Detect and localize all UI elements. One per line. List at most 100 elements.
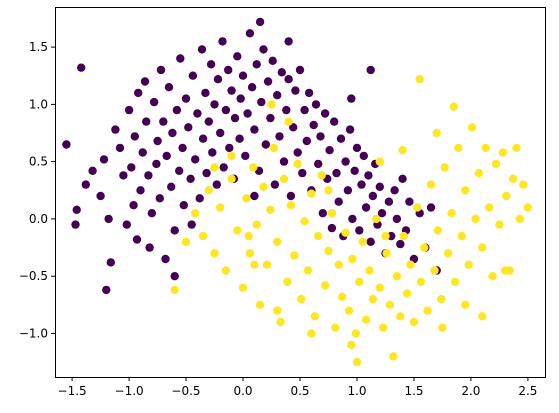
scatter-point xyxy=(289,123,298,132)
scatter-point xyxy=(230,113,240,123)
scatter-point xyxy=(317,171,326,180)
scatter-point xyxy=(204,117,213,126)
scatter-point xyxy=(72,205,81,214)
scatter-point xyxy=(314,231,323,241)
scatter-point xyxy=(145,243,154,252)
scatter-point xyxy=(144,171,153,180)
scatter-point xyxy=(156,65,166,75)
scatter-point xyxy=(241,151,250,161)
scatter-point xyxy=(250,260,259,269)
y-tick-label: 0.5 xyxy=(29,155,48,169)
x-tick-label: 0.0 xyxy=(233,384,252,398)
scatter-point xyxy=(221,105,231,115)
scatter-point xyxy=(210,249,219,258)
scatter-point xyxy=(273,306,282,315)
scatter-point xyxy=(269,143,278,153)
scatter-point xyxy=(212,180,221,189)
scatter-point xyxy=(300,105,309,115)
scatter-point xyxy=(502,191,511,201)
scatter-point xyxy=(124,105,134,115)
scatter-point xyxy=(361,203,371,212)
scatter-point xyxy=(464,260,473,269)
scatter-point xyxy=(457,231,466,241)
scatter-point xyxy=(324,186,333,195)
scatter-point xyxy=(252,60,261,69)
scatter-point xyxy=(324,246,333,256)
scatter-point xyxy=(259,182,268,191)
scatter-point xyxy=(181,94,191,103)
scatter-point xyxy=(327,209,337,218)
scatter-point xyxy=(238,71,248,80)
scatter-point xyxy=(366,65,375,75)
scatter-point xyxy=(270,180,280,189)
scatter-point xyxy=(358,237,367,246)
scatter-point xyxy=(399,231,408,241)
scatter-point xyxy=(147,209,157,218)
scatter-point xyxy=(115,143,125,153)
scatter-point xyxy=(216,128,225,138)
points-layer xyxy=(62,17,533,367)
scatter-point xyxy=(213,75,223,84)
scatter-point xyxy=(233,226,242,235)
x-tick-label: 2.0 xyxy=(461,384,480,398)
scatter-point xyxy=(198,231,208,241)
scatter-point xyxy=(405,197,414,206)
scatter-point xyxy=(352,357,362,367)
scatter-point xyxy=(170,285,179,295)
scatter-point xyxy=(179,201,188,210)
y-tick-label: −1.0 xyxy=(19,327,48,341)
scatter-point xyxy=(130,132,139,141)
scatter-point xyxy=(284,75,293,84)
scatter-point xyxy=(433,226,443,235)
scatter-point xyxy=(284,117,293,126)
scatter-point xyxy=(99,155,109,164)
scatter-point xyxy=(488,272,497,281)
scatter-point xyxy=(347,94,356,103)
scatter-point xyxy=(454,143,463,153)
scatter-point xyxy=(276,317,285,327)
scatter-point xyxy=(398,174,407,183)
y-tick-label: 0.0 xyxy=(29,212,48,226)
y-tick-label: 1.0 xyxy=(29,97,48,111)
scatter-point xyxy=(325,146,334,155)
scatter-point xyxy=(402,289,412,298)
scatter-point xyxy=(242,194,251,203)
scatter-point xyxy=(286,191,296,201)
scatter-point xyxy=(355,277,364,287)
scatter-point xyxy=(447,209,456,218)
scatter-point xyxy=(355,226,364,235)
scatter-point xyxy=(268,56,277,65)
scatter-point xyxy=(245,29,255,38)
scatter-point xyxy=(432,128,441,138)
scatter-point xyxy=(245,249,255,258)
scatter-point xyxy=(210,163,219,172)
scatter-point xyxy=(467,123,477,132)
scatter-point xyxy=(318,209,327,218)
scatter-point xyxy=(129,201,138,210)
scatter-point xyxy=(184,123,193,132)
scatter-point xyxy=(111,125,120,134)
scatter-point xyxy=(390,186,399,195)
scatter-point xyxy=(127,163,136,172)
scatter-point xyxy=(336,134,346,143)
scatter-point xyxy=(140,77,150,86)
scatter-point xyxy=(437,294,446,304)
scatter-point xyxy=(345,125,355,134)
scatter-point xyxy=(250,191,259,201)
scatter-point xyxy=(327,223,337,233)
scatter-point xyxy=(375,182,384,191)
x-axis: −1.5 −1.0 −0.5 0.0 0.5 1.0 1.5 2.0 2.5 xyxy=(58,377,537,398)
scatter-point xyxy=(485,203,494,212)
scatter-point xyxy=(204,186,213,195)
scatter-point xyxy=(191,209,200,218)
scatter-point xyxy=(302,136,311,146)
scatter-point xyxy=(119,171,128,180)
scatter-point xyxy=(311,100,321,109)
scatter-point xyxy=(303,266,313,275)
scatter-point xyxy=(273,237,282,246)
scatter-point xyxy=(330,117,339,126)
scatter-point xyxy=(298,168,307,178)
scatter-point xyxy=(423,306,432,315)
scatter-point xyxy=(178,143,187,153)
scatter-point xyxy=(227,151,236,161)
